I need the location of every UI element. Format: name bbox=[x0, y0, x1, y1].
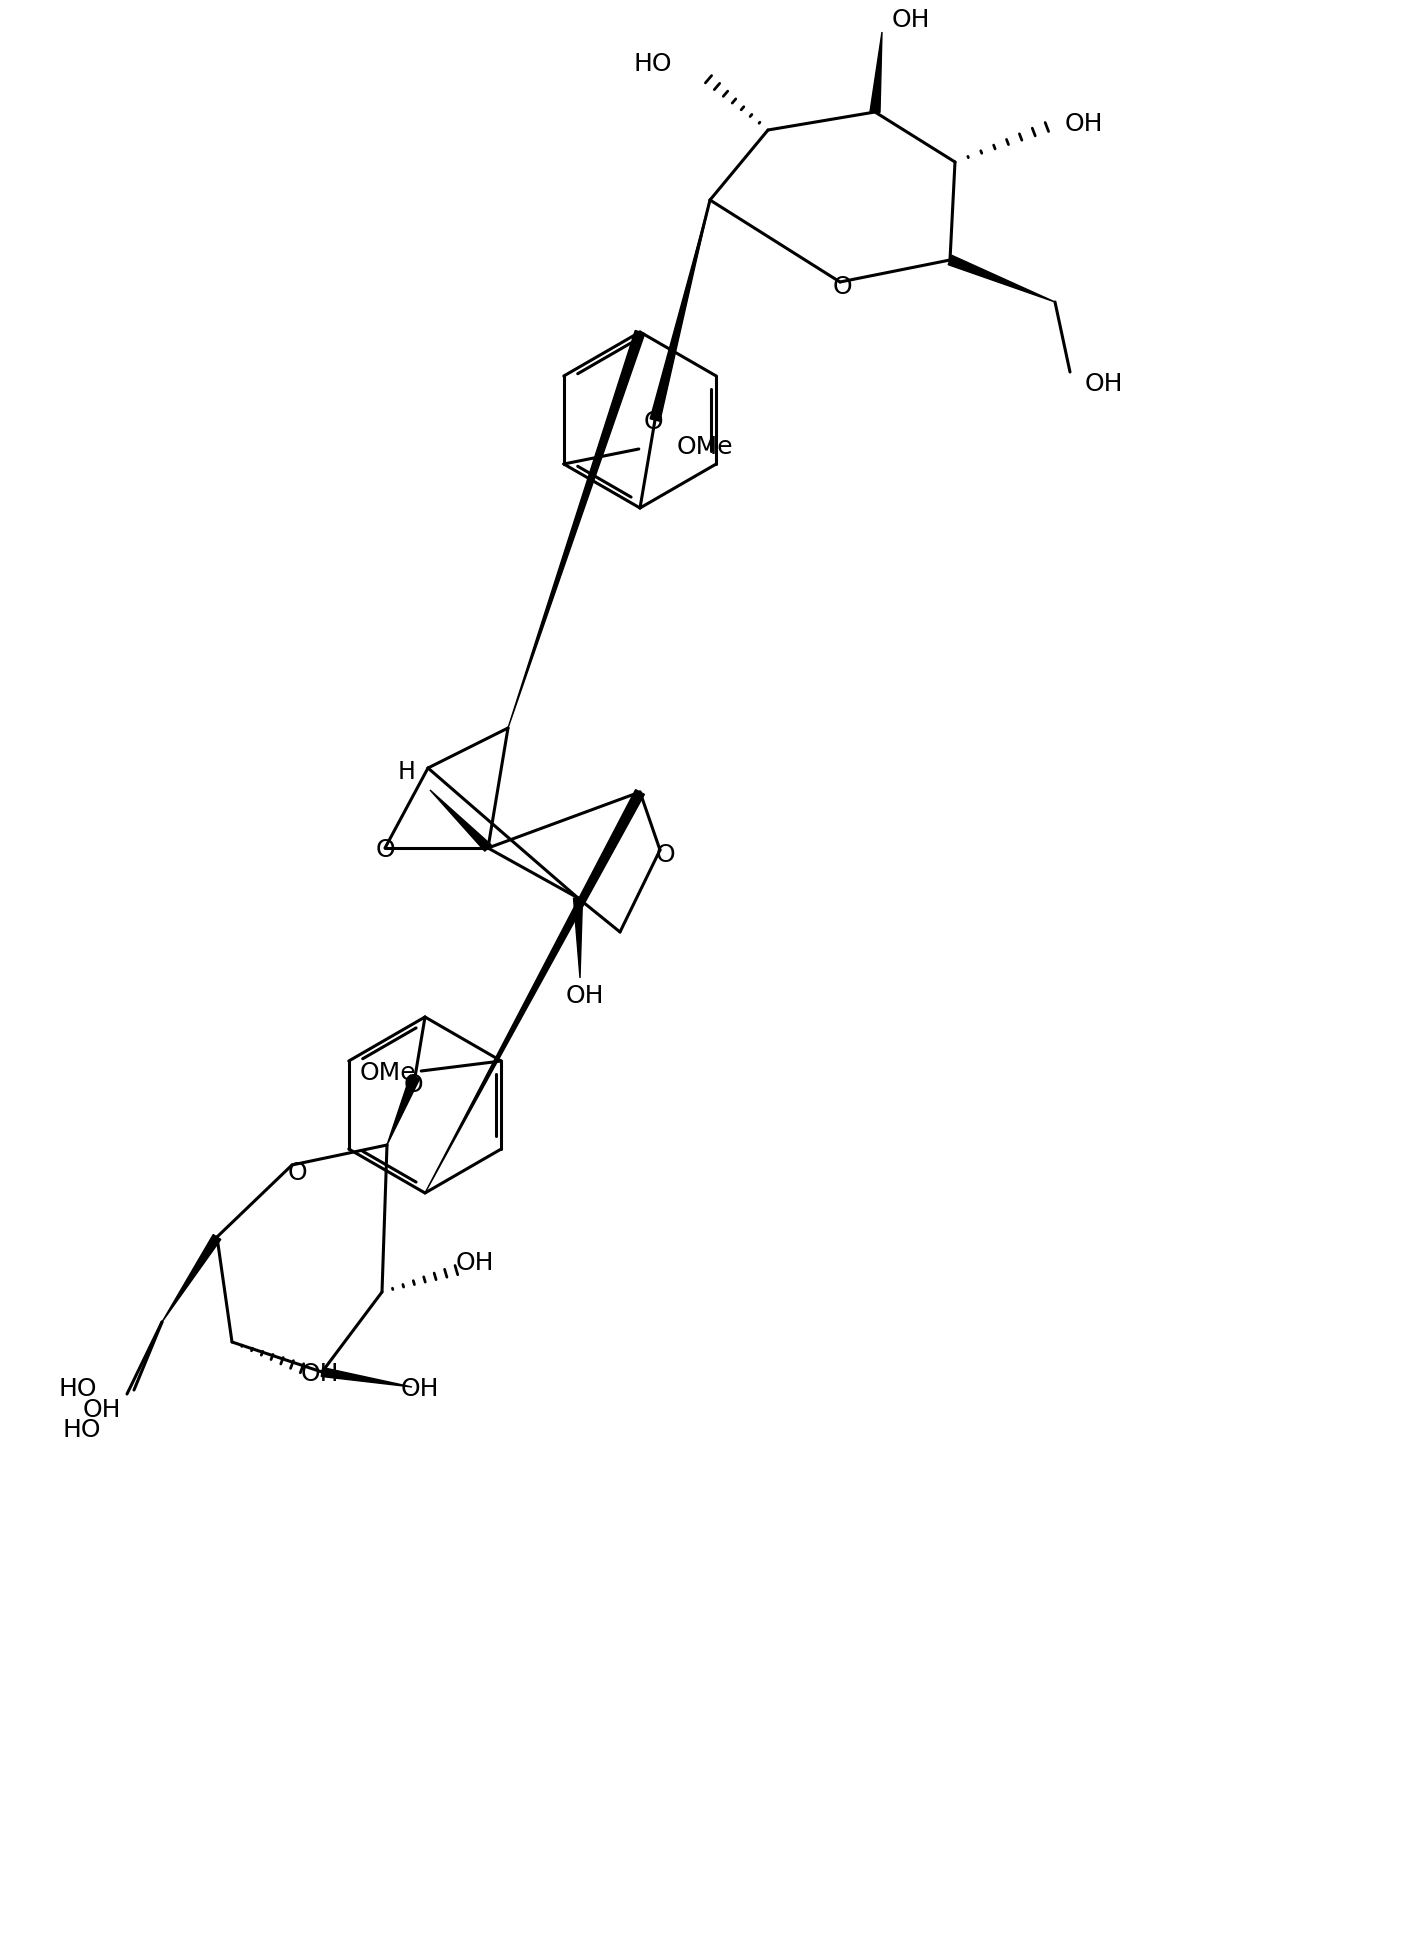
Text: OH: OH bbox=[301, 1362, 339, 1387]
Polygon shape bbox=[870, 31, 883, 113]
Text: OH: OH bbox=[83, 1398, 122, 1422]
Text: OH: OH bbox=[566, 984, 604, 1008]
Polygon shape bbox=[321, 1367, 412, 1387]
Text: OH: OH bbox=[401, 1377, 440, 1400]
Polygon shape bbox=[387, 1076, 420, 1146]
Text: OMe: OMe bbox=[360, 1062, 416, 1085]
Text: HO: HO bbox=[633, 53, 672, 76]
Text: OMe: OMe bbox=[677, 436, 733, 459]
Text: OH: OH bbox=[1065, 113, 1104, 136]
Polygon shape bbox=[425, 790, 644, 1192]
Text: O: O bbox=[643, 410, 663, 434]
Text: O: O bbox=[287, 1161, 307, 1185]
Text: OH: OH bbox=[455, 1251, 495, 1276]
Text: H: H bbox=[396, 760, 415, 784]
Polygon shape bbox=[163, 1235, 221, 1323]
Text: OH: OH bbox=[892, 8, 930, 31]
Polygon shape bbox=[948, 255, 1055, 301]
Text: O: O bbox=[832, 274, 852, 300]
Text: O: O bbox=[375, 838, 395, 862]
Text: HO: HO bbox=[63, 1418, 101, 1441]
Polygon shape bbox=[430, 790, 492, 852]
Text: OH: OH bbox=[1084, 371, 1124, 397]
Text: O: O bbox=[403, 1074, 423, 1097]
Text: O: O bbox=[656, 842, 675, 867]
Text: HO: HO bbox=[59, 1377, 97, 1400]
Polygon shape bbox=[509, 331, 644, 727]
Polygon shape bbox=[573, 899, 583, 978]
Polygon shape bbox=[650, 200, 710, 422]
